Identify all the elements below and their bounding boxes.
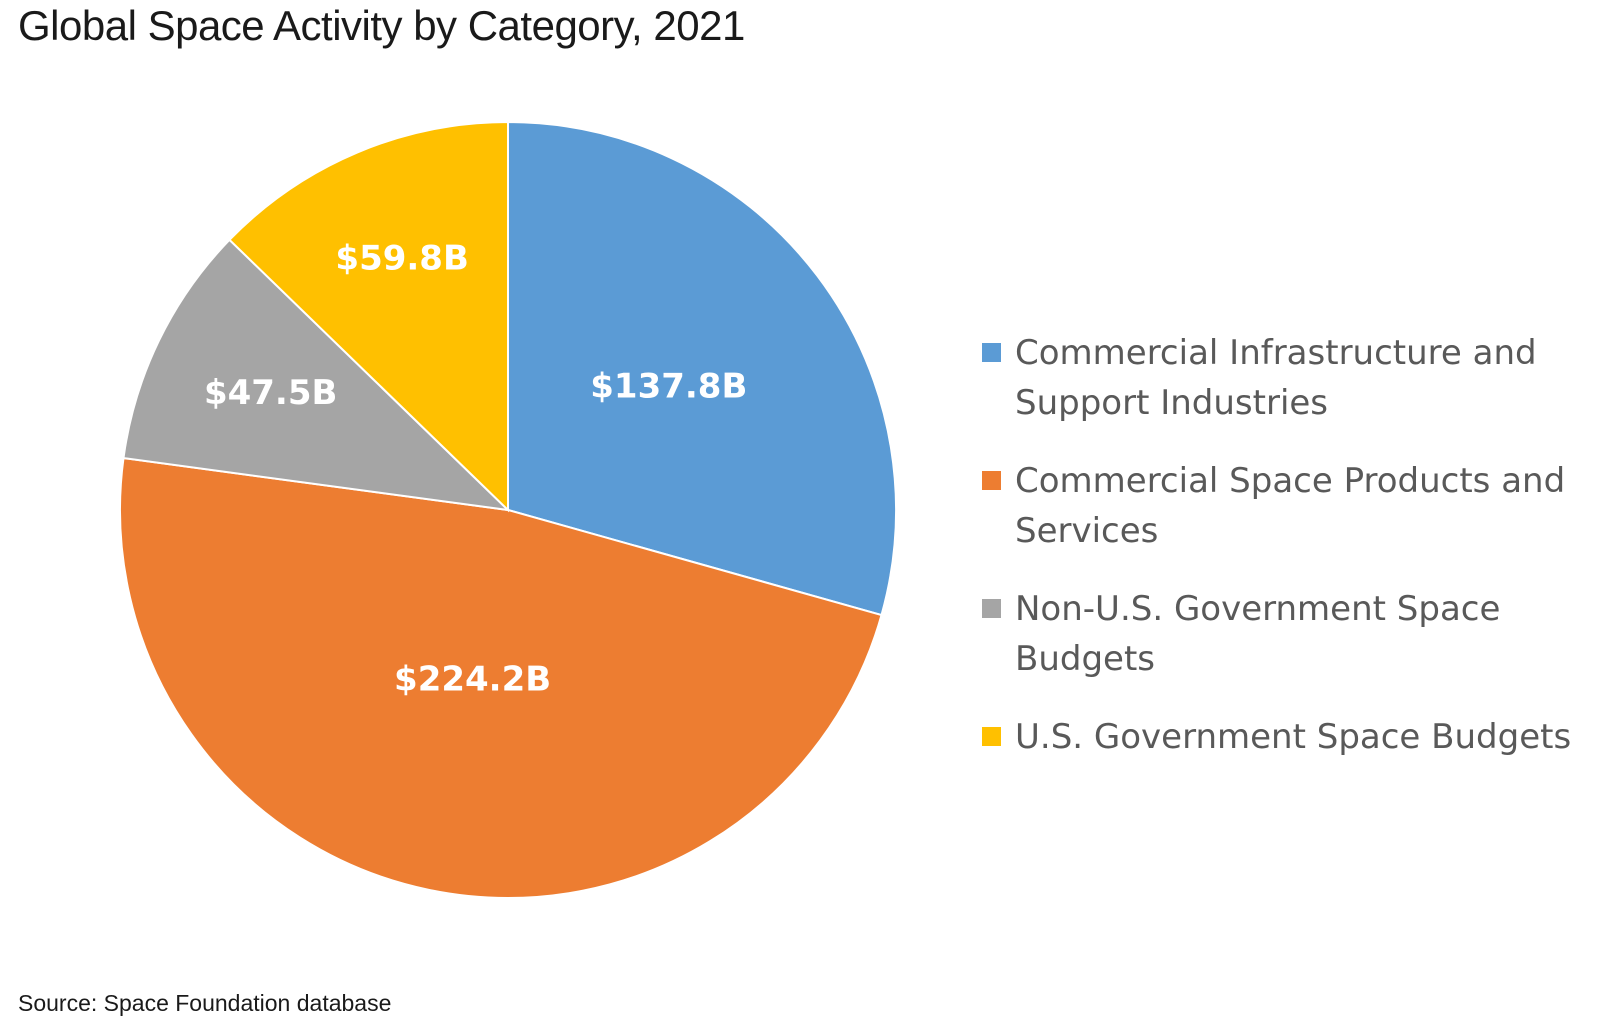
pie-slice [122, 238, 511, 512]
legend-label: Commercial Infrastructure and Support In… [1015, 333, 1537, 423]
pie-slice [228, 120, 509, 513]
legend-label: Commercial Space Products and Services [1015, 461, 1566, 551]
legend-item: Commercial Space Products and Services [982, 456, 1582, 556]
pie-slice [119, 456, 883, 899]
legend-label: U.S. Government Space Budgets [1015, 717, 1572, 757]
slice-data-label: $137.8B [590, 367, 747, 407]
pie-chart: $137.8B $224.2B $47.5B $59.8B [119, 120, 897, 899]
legend-swatch [982, 599, 1001, 618]
legend-swatch [982, 471, 1001, 490]
legend-swatch [982, 727, 1001, 746]
legend-swatch [982, 343, 1001, 362]
legend: Commercial Infrastructure and Support In… [982, 328, 1582, 790]
legend-item: Non-U.S. Government Space Budgets [982, 584, 1582, 684]
chart-source: Source: Space Foundation database [18, 990, 392, 1016]
slice-data-label: $59.8B [335, 238, 468, 278]
legend-item: U.S. Government Space Budgets [982, 712, 1582, 762]
pie-slice [507, 120, 897, 617]
chart-title: Global Space Activity by Category, 2021 [18, 2, 745, 49]
slice-data-label: $224.2B [394, 659, 551, 699]
slice-data-label: $47.5B [204, 373, 337, 413]
legend-item: Commercial Infrastructure and Support In… [982, 328, 1582, 428]
legend-label: Non-U.S. Government Space Budgets [1015, 589, 1501, 679]
